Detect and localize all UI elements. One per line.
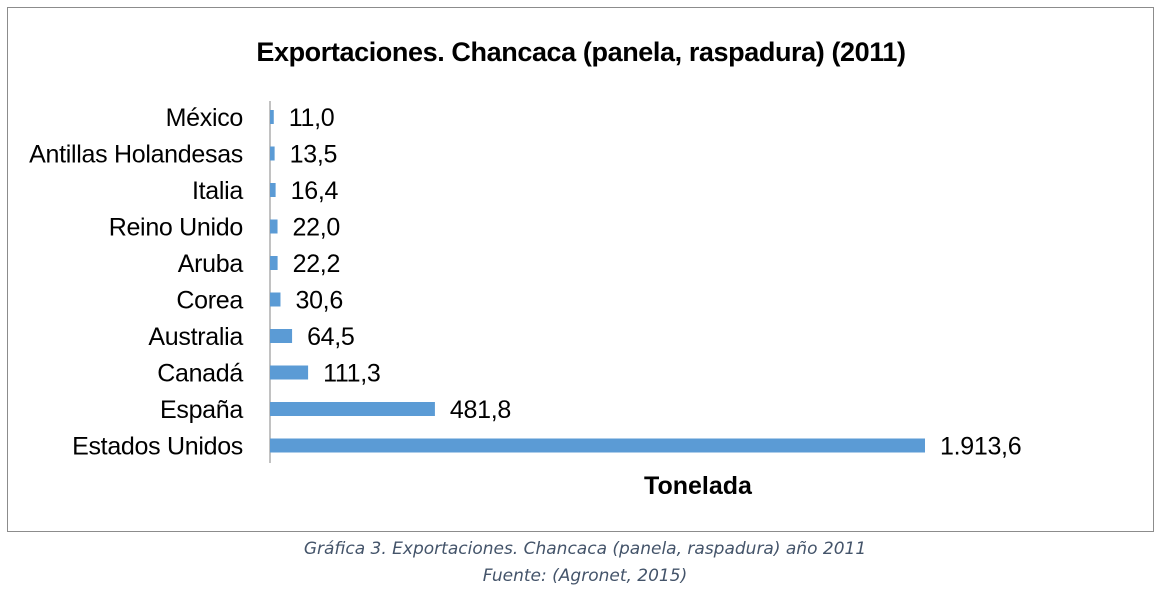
value-label: 16,4 [291,177,339,205]
category-label: Corea [176,287,243,315]
bars-group: México 11,0 Antillas Holandesas 13,5 Italia 1… [29,104,1021,461]
category-label: México [166,104,243,132]
value-label: 481,8 [450,396,511,424]
bar [270,365,309,380]
category-label: Estados Unidos [72,433,243,461]
value-label: 13,5 [290,141,337,169]
value-label: 64,5 [307,323,354,351]
value-label: 30,6 [295,287,342,315]
bar [270,183,276,197]
bar [270,110,274,124]
bar [270,438,925,453]
bar [270,219,278,234]
bar [270,256,278,270]
value-label: 111,3 [323,360,380,388]
category-label: Antillas Holandesas [29,141,243,169]
value-label: 11,0 [289,104,335,132]
bar-chart: Exportaciones. Chancaca (panela, raspadu… [29,37,1021,500]
figure-caption: Gráfica 3. Exportaciones. Chancaca (pane… [303,539,867,559]
category-label: Australia [148,323,243,351]
value-label: 1.913,6 [940,433,1021,461]
value-label: 22,2 [293,250,340,278]
chart-title: Exportaciones. Chancaca (panela, raspadu… [256,37,905,67]
x-axis-label: Tonelada [644,472,753,500]
value-label: 22,0 [293,214,340,242]
category-label: Aruba [178,250,244,278]
category-label: Italia [192,177,243,205]
category-label: Reino Unido [109,214,243,242]
bar [270,292,281,307]
bar [270,146,275,161]
figure-source: Fuente: (Agronet, 2015) [482,566,688,586]
chart-frame: Exportaciones. Chancaca (panela, raspadu… [7,7,1154,532]
bar [270,402,435,416]
bar [270,329,293,343]
category-label: España [160,396,243,424]
category-label: Canadá [157,360,243,388]
